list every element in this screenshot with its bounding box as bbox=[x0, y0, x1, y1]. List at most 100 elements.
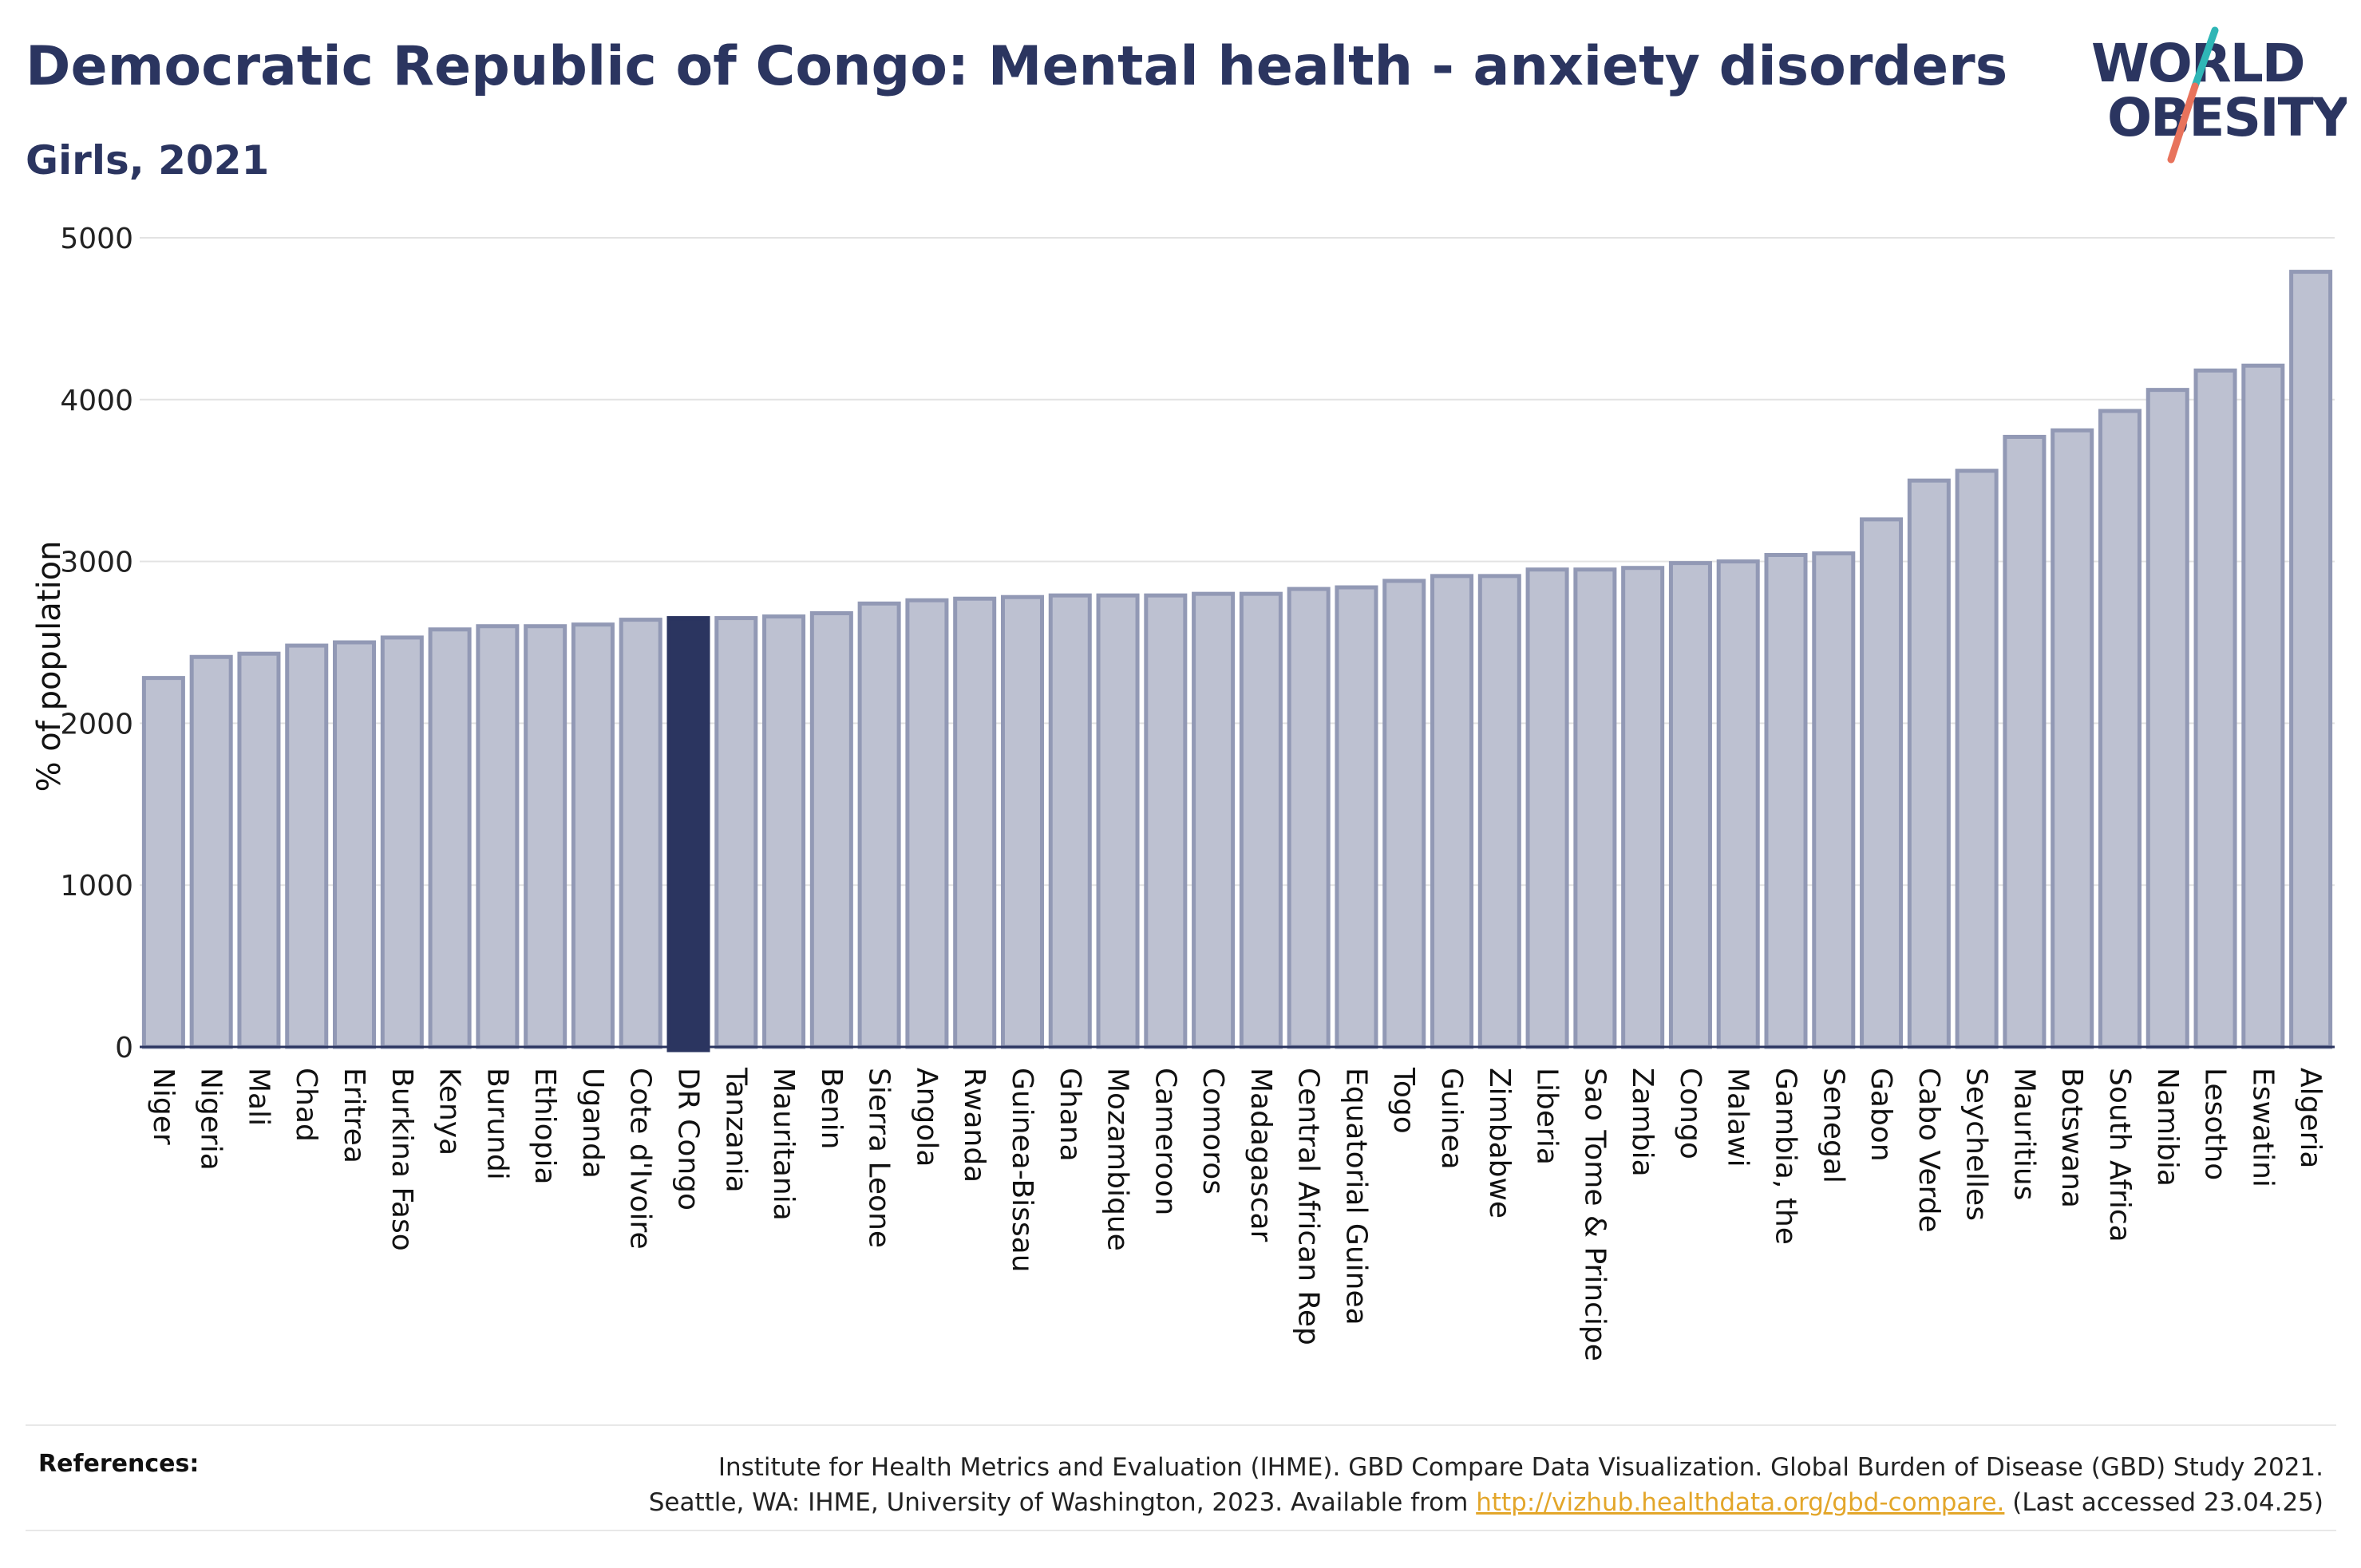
bar-comoros[interactable] bbox=[1192, 591, 1236, 1049]
bar-gabon[interactable] bbox=[1860, 517, 1904, 1049]
x-tick-label: Malawi bbox=[1722, 1068, 1754, 1167]
x-tick-label: Mauritius bbox=[2007, 1068, 2040, 1200]
x-tick-label: Equatorial Guinea bbox=[1339, 1068, 1372, 1325]
y-tick-label: 2000 bbox=[60, 708, 133, 741]
bar-guinea-bissau[interactable] bbox=[1000, 594, 1044, 1049]
x-tick-label: Guinea-Bissau bbox=[1006, 1068, 1038, 1273]
bar-central-african-rep[interactable] bbox=[1287, 587, 1331, 1049]
x-tick-label: Cote d'Ivoire bbox=[624, 1068, 657, 1250]
y-tick-label: 1000 bbox=[60, 870, 133, 902]
reference-line-2: Seattle, WA: IHME, University of Washing… bbox=[649, 1485, 2323, 1520]
bar-south-africa[interactable] bbox=[2098, 409, 2142, 1049]
bar-madagascar[interactable] bbox=[1239, 591, 1283, 1049]
bar-guinea[interactable] bbox=[1430, 574, 1474, 1049]
bar-mali[interactable] bbox=[237, 651, 281, 1049]
bar-sao-tome-principe[interactable] bbox=[1573, 567, 1617, 1049]
x-tick-label: Benin bbox=[815, 1068, 848, 1149]
bar-benin[interactable] bbox=[809, 610, 853, 1049]
x-tick-label: Cabo Verde bbox=[1912, 1068, 1945, 1233]
bar-burkina-faso[interactable] bbox=[380, 635, 424, 1049]
bar-malawi[interactable] bbox=[1716, 559, 1760, 1049]
bar-mauritania[interactable] bbox=[762, 614, 806, 1049]
reference-line-2-suffix: (Last accessed 23.04.25) bbox=[2004, 1488, 2323, 1517]
bar-mozambique[interactable] bbox=[1096, 593, 1140, 1049]
x-tick-label: Mozambique bbox=[1101, 1068, 1134, 1251]
reference-line-2-prefix: Seattle, WA: IHME, University of Washing… bbox=[648, 1488, 1477, 1517]
bar-mauritius[interactable] bbox=[2003, 434, 2047, 1049]
y-tick-label: 4000 bbox=[60, 385, 133, 417]
x-tick-label: Gambia, the bbox=[1770, 1068, 1802, 1245]
x-tick-label: Nigeria bbox=[195, 1068, 227, 1171]
logo-slash-teal bbox=[2191, 26, 2219, 90]
y-tick-label: 3000 bbox=[60, 547, 133, 579]
world-obesity-logo: WORLD OBESITY bbox=[2091, 26, 2347, 164]
bar-congo[interactable] bbox=[1668, 561, 1712, 1049]
reference-link[interactable]: http://vizhub.healthdata.org/gbd-compare… bbox=[1476, 1488, 2005, 1517]
x-tick-label: Namibia bbox=[2151, 1068, 2184, 1187]
x-tick-label: Ethiopia bbox=[528, 1068, 561, 1185]
bars bbox=[141, 270, 2333, 1053]
y-axis-ticks: 0 1000 2000 3000 4000 5000 bbox=[60, 223, 133, 1064]
x-tick-label: Lesotho bbox=[2199, 1068, 2232, 1180]
bar-togo[interactable] bbox=[1382, 579, 1426, 1049]
x-tick-label: South Africa bbox=[2103, 1068, 2136, 1242]
x-tick-label: Seychelles bbox=[1960, 1068, 1993, 1221]
x-axis-labels: Niger Nigeria Mali Chad Eritrea Burkina Faso K… bbox=[147, 1067, 2327, 1361]
references-footer: References: Institute for Health Metrics… bbox=[26, 1424, 2336, 1531]
x-tick-label: Liberia bbox=[1531, 1068, 1564, 1165]
bar-senegal[interactable] bbox=[1812, 551, 1856, 1049]
bar-niger[interactable] bbox=[141, 676, 185, 1049]
bar-tanzania[interactable] bbox=[714, 616, 758, 1049]
references-label: References: bbox=[38, 1450, 200, 1478]
bar-eswatini[interactable] bbox=[2241, 363, 2285, 1049]
bar-rwanda[interactable] bbox=[953, 596, 997, 1049]
bar-cote-d-ivoire[interactable] bbox=[619, 618, 662, 1049]
bar-seychelles[interactable] bbox=[1955, 468, 1999, 1049]
x-tick-label: Eritrea bbox=[338, 1068, 370, 1163]
bar-burundi[interactable] bbox=[476, 624, 520, 1049]
bar-uganda[interactable] bbox=[571, 622, 615, 1049]
y-tick-label: 5000 bbox=[60, 223, 133, 255]
x-tick-label: Tanzania bbox=[719, 1067, 752, 1193]
bar-namibia[interactable] bbox=[2145, 388, 2189, 1049]
bar-algeria[interactable] bbox=[2289, 270, 2333, 1049]
bar-angola[interactable] bbox=[905, 598, 949, 1049]
x-tick-label: Zimbabwe bbox=[1483, 1068, 1516, 1218]
x-tick-label: Madagascar bbox=[1244, 1068, 1277, 1242]
x-tick-label: Niger bbox=[147, 1068, 180, 1145]
x-tick-label: Guinea bbox=[1435, 1068, 1468, 1170]
bar-chad[interactable] bbox=[285, 643, 329, 1049]
bar-cameroon[interactable] bbox=[1144, 593, 1188, 1049]
bar-ghana[interactable] bbox=[1048, 593, 1092, 1049]
x-tick-label: Angola bbox=[910, 1068, 943, 1167]
bar-zambia[interactable] bbox=[1621, 566, 1665, 1049]
x-tick-label: Senegal bbox=[1817, 1068, 1849, 1183]
x-tick-label: Congo bbox=[1674, 1068, 1706, 1159]
bar-equatorial-guinea[interactable] bbox=[1335, 585, 1378, 1049]
bar-gambia-the[interactable] bbox=[1764, 552, 1808, 1049]
x-tick-label: Burundi bbox=[481, 1068, 513, 1180]
bar-eritrea[interactable] bbox=[333, 640, 377, 1049]
x-tick-label: Kenya bbox=[433, 1068, 466, 1155]
x-tick-label: Sao Tome & Principe bbox=[1578, 1068, 1611, 1361]
x-tick-label: Botswana bbox=[2055, 1068, 2088, 1208]
x-tick-label: Mali bbox=[242, 1068, 275, 1126]
bar-ethiopia[interactable] bbox=[524, 624, 568, 1049]
bar-zimbabwe[interactable] bbox=[1477, 574, 1521, 1049]
x-tick-label: Cameroon bbox=[1149, 1068, 1181, 1215]
bar-lesotho[interactable] bbox=[2193, 368, 2237, 1049]
bar-dr-congo[interactable] bbox=[666, 616, 710, 1053]
bar-kenya[interactable] bbox=[428, 627, 472, 1049]
bar-botswana[interactable] bbox=[2051, 428, 2094, 1049]
x-tick-label: Uganda bbox=[576, 1068, 609, 1179]
bar-sierra-leone[interactable] bbox=[857, 601, 901, 1049]
bar-cabo-verde[interactable] bbox=[1907, 478, 1951, 1049]
x-tick-label: DR Congo bbox=[672, 1068, 705, 1211]
x-tick-label: Gabon bbox=[1865, 1068, 1897, 1162]
bar-liberia[interactable] bbox=[1525, 567, 1569, 1049]
x-tick-label: Burkina Faso bbox=[386, 1068, 418, 1251]
references-text: Institute for Health Metrics and Evaluat… bbox=[649, 1450, 2323, 1520]
bar-nigeria[interactable] bbox=[189, 654, 233, 1049]
logo-word-obesity: OBESITY bbox=[2107, 87, 2347, 148]
x-tick-label: Zambia bbox=[1626, 1068, 1659, 1177]
